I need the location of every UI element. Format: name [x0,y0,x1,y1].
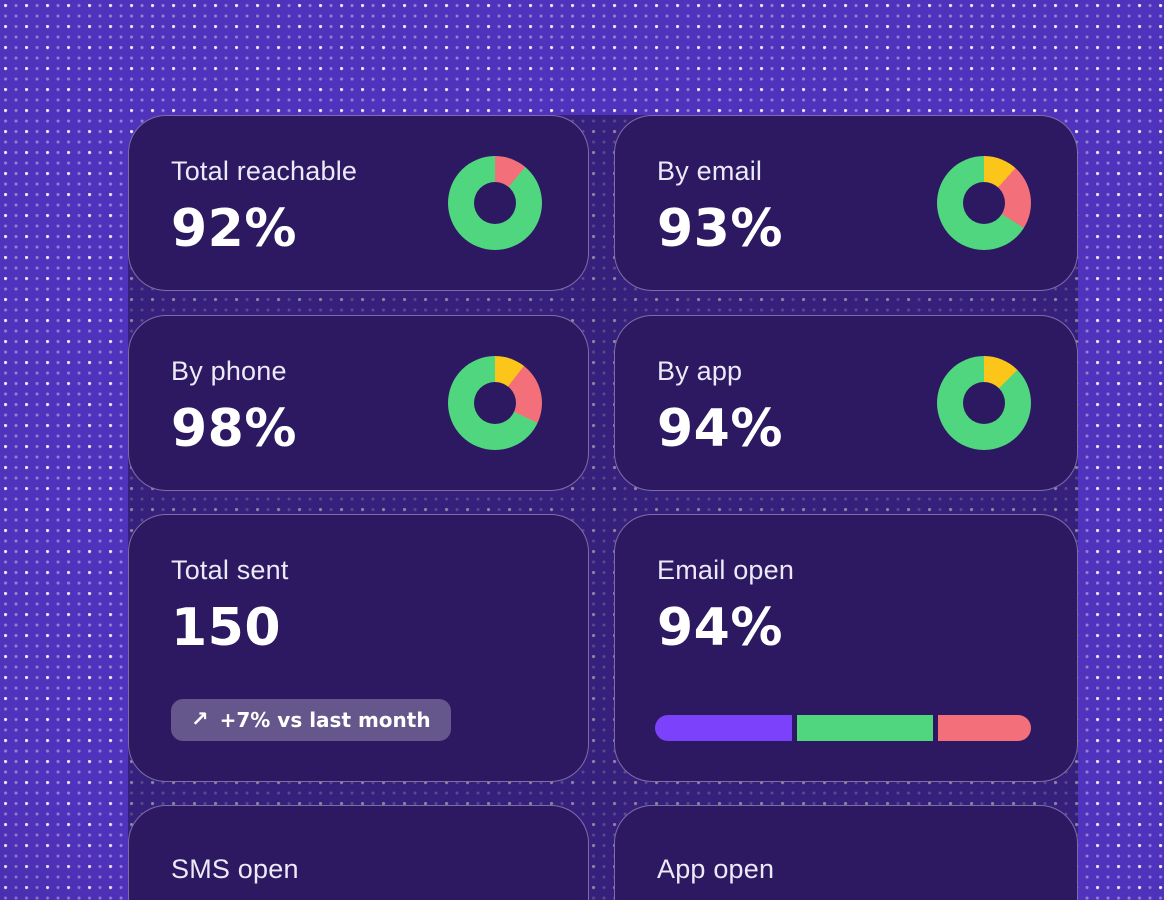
card-email-open: Email open 94% [614,514,1078,782]
donut-chart-icon [448,156,542,250]
card-app-open: App open [614,805,1078,900]
card-sms-open: SMS open [128,805,589,900]
card-total-reachable: Total reachable 92% [128,115,589,291]
card-value: 94% [657,598,783,659]
card-title: By app [657,356,743,386]
card-value: 92% [171,199,297,260]
card-title: Total reachable [171,156,358,186]
donut-chart-icon [937,356,1031,450]
donut-chart-icon [937,156,1031,250]
bar-segment [796,715,934,741]
donut-chart-icon [448,356,542,450]
card-value: 150 [171,598,282,659]
trend-up-arrow-icon: ↗ [191,707,209,731]
card-title: SMS open [171,854,299,884]
stacked-progress-bar [655,715,1031,741]
card-title: Email open [657,555,795,585]
card-value: 93% [657,199,783,260]
card-title: By phone [171,356,287,386]
trend-badge-label: +7% vs last month [219,708,431,732]
card-by-phone: By phone 98% [128,315,589,491]
card-by-email: By email 93% [614,115,1078,291]
card-title: Total sent [171,555,289,585]
card-value: 94% [657,399,783,460]
card-total-sent: Total sent 150 ↗ +7% vs last month [128,514,589,782]
bar-segment [938,715,1031,741]
card-title: App open [657,854,775,884]
card-by-app: By app 94% [614,315,1078,491]
card-title: By email [657,156,763,186]
card-value: 98% [171,399,297,460]
trend-badge: ↗ +7% vs last month [171,699,451,741]
bar-segment [655,715,792,741]
